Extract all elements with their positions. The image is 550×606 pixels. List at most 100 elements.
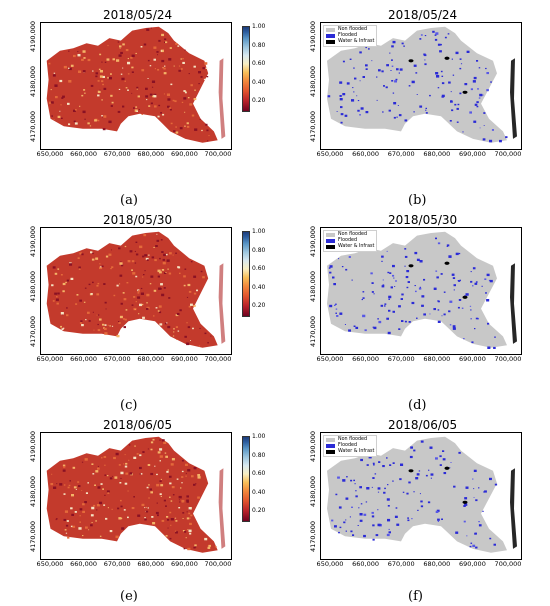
- legend-item-non-flooded: Non flooded: [326, 27, 374, 33]
- index-pixel: [150, 448, 153, 451]
- index-pixel: [99, 263, 101, 265]
- index-pixel: [85, 526, 88, 529]
- index-pixel: [67, 536, 70, 539]
- water-body: [444, 261, 450, 265]
- index-pixel: [96, 509, 98, 511]
- flood-pixel: [385, 86, 388, 89]
- index-pixel: [108, 120, 112, 124]
- index-pixel: [107, 507, 109, 509]
- flood-pixel: [483, 125, 485, 126]
- flood-pixel: [362, 314, 366, 318]
- index-pixel: [122, 43, 125, 46]
- flood-pixel: [420, 500, 423, 503]
- flood-pixel: [463, 520, 466, 523]
- flood-pixel: [361, 299, 363, 301]
- index-pixel: [113, 456, 116, 460]
- legend: Non flooded Flooded Water & Infrast: [323, 435, 378, 457]
- flood-pixel: [359, 513, 363, 516]
- index-pixel: [195, 483, 197, 485]
- index-pixel: [125, 309, 128, 311]
- flood-pixel: [472, 267, 476, 270]
- index-pixel: [191, 475, 194, 478]
- index-pixel: [158, 39, 161, 42]
- water-body: [462, 500, 468, 504]
- index-pixel: [170, 518, 174, 521]
- index-pixel: [178, 495, 182, 499]
- flood-pixel: [350, 530, 353, 533]
- index-pixel: [166, 518, 170, 521]
- flood-pixel: [419, 286, 421, 288]
- flood-pixel: [505, 136, 508, 139]
- index-pixel: [117, 110, 121, 113]
- x-tick-label: 660,000: [70, 150, 98, 158]
- index-pixel: [163, 287, 166, 289]
- flood-pixel: [446, 244, 450, 247]
- index-pixel: [97, 467, 100, 470]
- flood-pixel: [387, 271, 390, 274]
- index-pixel: [175, 131, 179, 134]
- index-pixel: [135, 52, 137, 54]
- panel-caption: (c): [120, 398, 138, 413]
- index-pixel: [51, 115, 53, 117]
- index-pixel: [150, 27, 152, 29]
- flood-pixel: [476, 60, 479, 62]
- index-pixel: [198, 83, 200, 85]
- water-body: [444, 56, 450, 60]
- index-pixel: [163, 272, 167, 274]
- region-area: [46, 26, 218, 143]
- flood-pixel: [328, 267, 331, 269]
- index-pixel: [161, 33, 164, 37]
- flood-pixel: [475, 499, 478, 502]
- index-pixel: [152, 438, 155, 441]
- flood-pixel: [395, 78, 398, 81]
- y-tick-label: 4190,000: [309, 430, 317, 462]
- index-pixel: [54, 272, 58, 275]
- flood-pixel: [395, 507, 398, 509]
- index-pixel: [66, 314, 69, 317]
- flood-pixel: [453, 289, 455, 291]
- index-pixel: [90, 524, 93, 527]
- flood-pixel: [370, 272, 373, 275]
- index-pixel: [104, 332, 108, 335]
- flood-pixel: [350, 479, 353, 482]
- flood-pixel: [377, 523, 381, 527]
- flood-pixel: [394, 286, 396, 287]
- index-pixel: [193, 65, 196, 68]
- region-area: [327, 436, 507, 553]
- index-pixel: [183, 97, 187, 100]
- index-pixel: [145, 257, 149, 261]
- index-pixel: [68, 67, 72, 71]
- flood-pixel: [443, 472, 447, 475]
- index-pixel: [84, 287, 87, 289]
- index-pixel: [111, 101, 114, 104]
- flood-pixel: [359, 114, 361, 116]
- flood-pixel: [410, 446, 413, 449]
- coastal-strip: [218, 468, 226, 549]
- index-pixel: [128, 459, 130, 461]
- flood-pixel: [376, 76, 378, 78]
- index-pixel: [180, 487, 182, 489]
- index-pixel: [138, 313, 140, 315]
- index-pixel: [52, 300, 55, 302]
- index-pixel: [87, 58, 91, 62]
- flood-pixel: [472, 285, 474, 287]
- index-pixel: [118, 88, 121, 90]
- flood-pixel: [359, 486, 362, 489]
- flood-pixel: [416, 317, 418, 319]
- index-pixel: [207, 546, 211, 549]
- index-pixel: [142, 451, 145, 453]
- index-pixel: [115, 452, 119, 456]
- flood-pixel: [435, 72, 439, 75]
- index-pixel: [136, 453, 139, 455]
- flood-pixel: [437, 521, 439, 522]
- flood-pixel: [340, 106, 343, 109]
- index-pixel: [120, 73, 123, 75]
- x-tick-label: 670,000: [103, 150, 131, 158]
- flood-pixel: [430, 477, 432, 479]
- flood-pixel: [447, 33, 450, 35]
- legend-swatch-water-infrast: [326, 450, 335, 454]
- index-pixel: [163, 72, 167, 75]
- flood-pixel: [408, 481, 411, 484]
- flood-pixel: [459, 58, 462, 60]
- x-tick-label: 650,000: [316, 150, 344, 158]
